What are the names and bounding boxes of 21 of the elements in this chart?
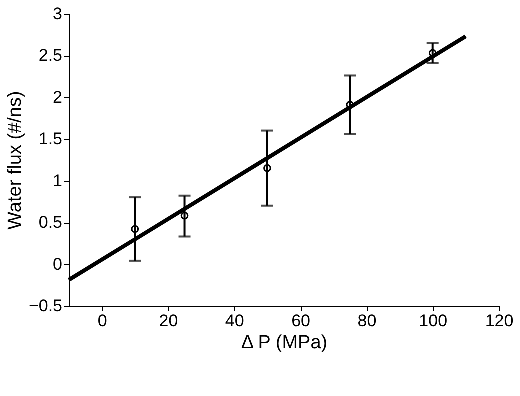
x-tick-label: 60 — [292, 312, 310, 330]
point — [264, 164, 272, 172]
point — [180, 212, 189, 220]
x-tick-label: 40 — [225, 312, 244, 330]
y-tick-label: 3 — [53, 4, 62, 24]
y-tick-label: 2.5 — [38, 46, 62, 66]
y-axis-title: Water flux (#/ns) — [4, 91, 26, 230]
y-tick-label: −0.5 — [28, 296, 62, 316]
y-tick-label: 1.5 — [38, 130, 62, 149]
y-tick-label: 1 — [53, 171, 62, 190]
point — [428, 49, 437, 58]
y-tick-label: 2 — [53, 88, 62, 107]
x-tick-label: 80 — [358, 312, 377, 330]
x-tick-label: 0 — [98, 312, 108, 330]
x-tick-label: 120 — [485, 312, 514, 330]
x-tick-label: 20 — [159, 312, 178, 330]
y-tick-label: 0.5 — [38, 213, 62, 232]
x-axis-title: Δ P (MPa) — [241, 332, 328, 354]
x-tick-label: 100 — [419, 312, 448, 330]
point — [131, 225, 140, 234]
y-tick-label: 0 — [53, 254, 62, 274]
